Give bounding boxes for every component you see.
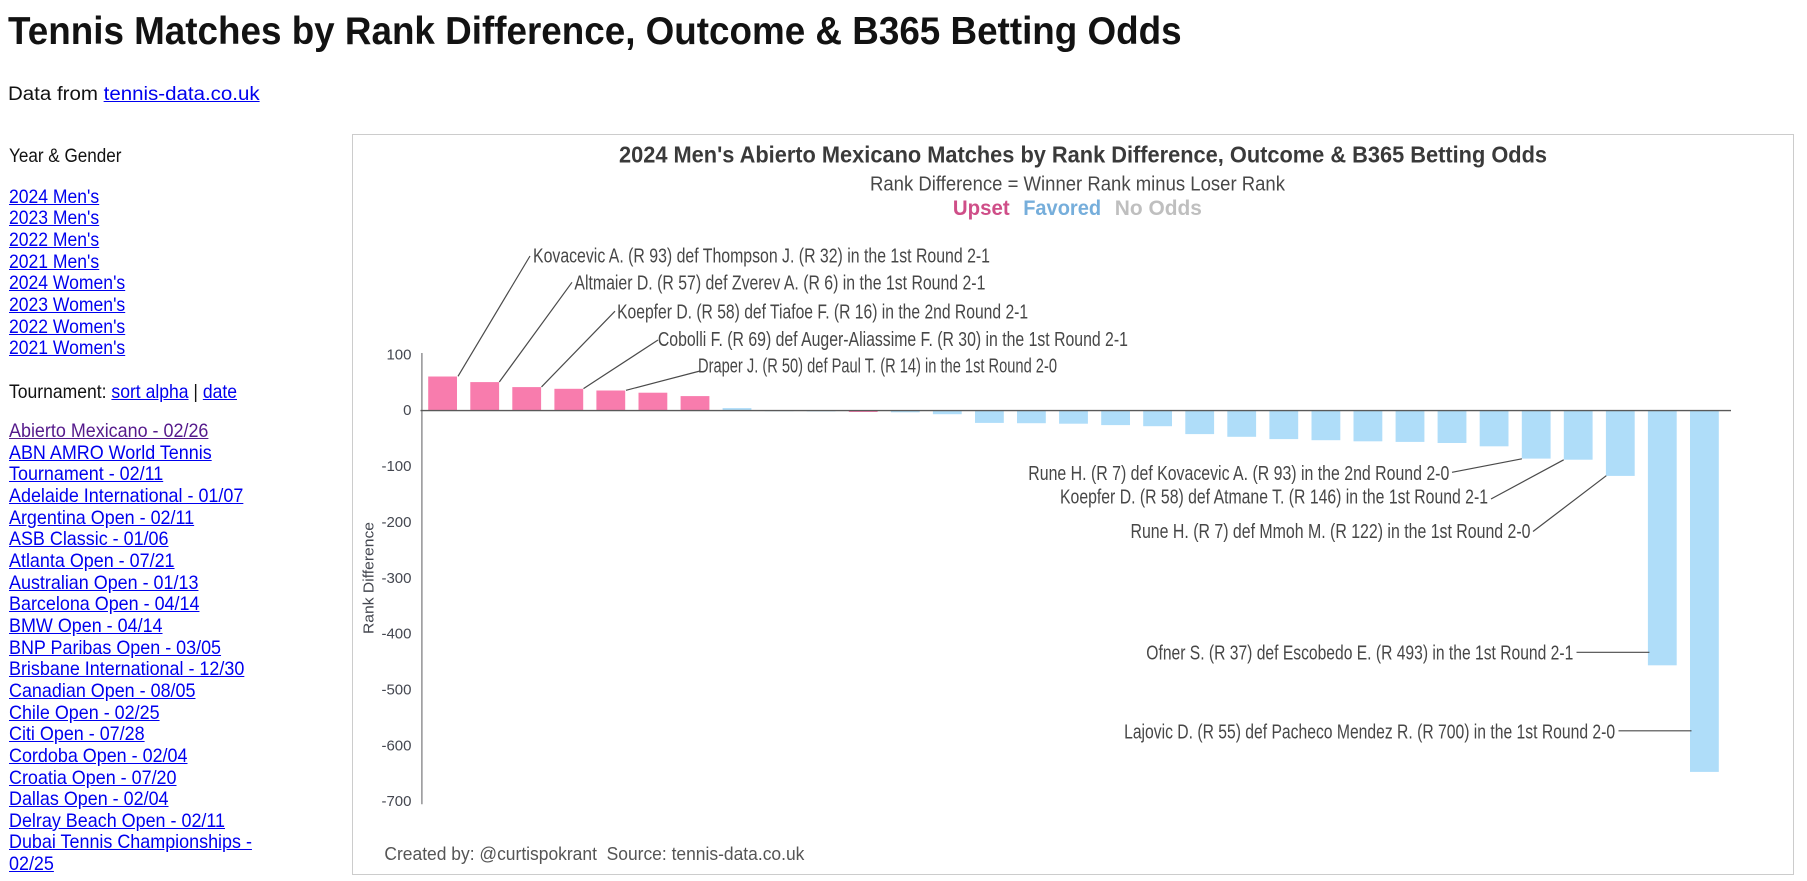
- svg-text:-200: -200: [381, 514, 411, 531]
- svg-text:-500: -500: [381, 682, 411, 699]
- svg-text:Rune H. (R 7) def Mmoh M. (R 1: Rune H. (R 7) def Mmoh M. (R 122) in the…: [1131, 521, 1531, 543]
- svg-text:Draper J. (R 50) def Paul T. (: Draper J. (R 50) def Paul T. (R 14) in t…: [698, 355, 1057, 377]
- svg-text:Cobolli F. (R 69) def Auger-Al: Cobolli F. (R 69) def Auger-Aliassime F.…: [658, 329, 1128, 351]
- svg-text:-400: -400: [381, 626, 411, 643]
- svg-text:-300: -300: [381, 570, 411, 587]
- svg-text:100: 100: [386, 346, 411, 363]
- svg-text:Lajovic D. (R 55) def Pacheco: Lajovic D. (R 55) def Pacheco Mendez R. …: [1124, 721, 1615, 743]
- svg-text:-700: -700: [381, 793, 411, 810]
- svg-text:Kovacevic A. (R 93) def Thomps: Kovacevic A. (R 93) def Thompson J. (R 3…: [533, 246, 990, 268]
- svg-text:Koepfer D. (R 58) def Atmane T: Koepfer D. (R 58) def Atmane T. (R 146) …: [1060, 486, 1488, 508]
- svg-text:-100: -100: [381, 458, 411, 475]
- svg-text:No Odds: No Odds: [1115, 197, 1202, 220]
- svg-text:2024 Men's Abierto Mexicano Ma: 2024 Men's Abierto Mexicano Matches by R…: [619, 141, 1547, 167]
- svg-text:Rank Difference: Rank Difference: [361, 522, 378, 634]
- svg-text:Rune H. (R 7) def Kovacevic A.: Rune H. (R 7) def Kovacevic A. (R 93) in…: [1028, 463, 1449, 485]
- svg-text:-600: -600: [381, 737, 411, 754]
- svg-text:Koepfer D. (R 58) def Tiafoe F: Koepfer D. (R 58) def Tiafoe F. (R 16) i…: [617, 301, 1028, 323]
- svg-text:Upset: Upset: [953, 197, 1010, 220]
- svg-text:Ofner S. (R 37) def Escobedo E: Ofner S. (R 37) def Escobedo E. (R 493) …: [1146, 643, 1573, 665]
- svg-text:Altmaier D. (R 57) def Zverev: Altmaier D. (R 57) def Zverev A. (R 6) i…: [574, 272, 985, 294]
- svg-text:0: 0: [403, 402, 411, 419]
- svg-text:Favored: Favored: [1023, 197, 1101, 220]
- svg-text:Rank Difference = Winner Rank: Rank Difference = Winner Rank minus Lose…: [870, 173, 1286, 195]
- svg-text:Created by: @curtispokrant So: Created by: @curtispokrant Source: tenni…: [384, 844, 805, 864]
